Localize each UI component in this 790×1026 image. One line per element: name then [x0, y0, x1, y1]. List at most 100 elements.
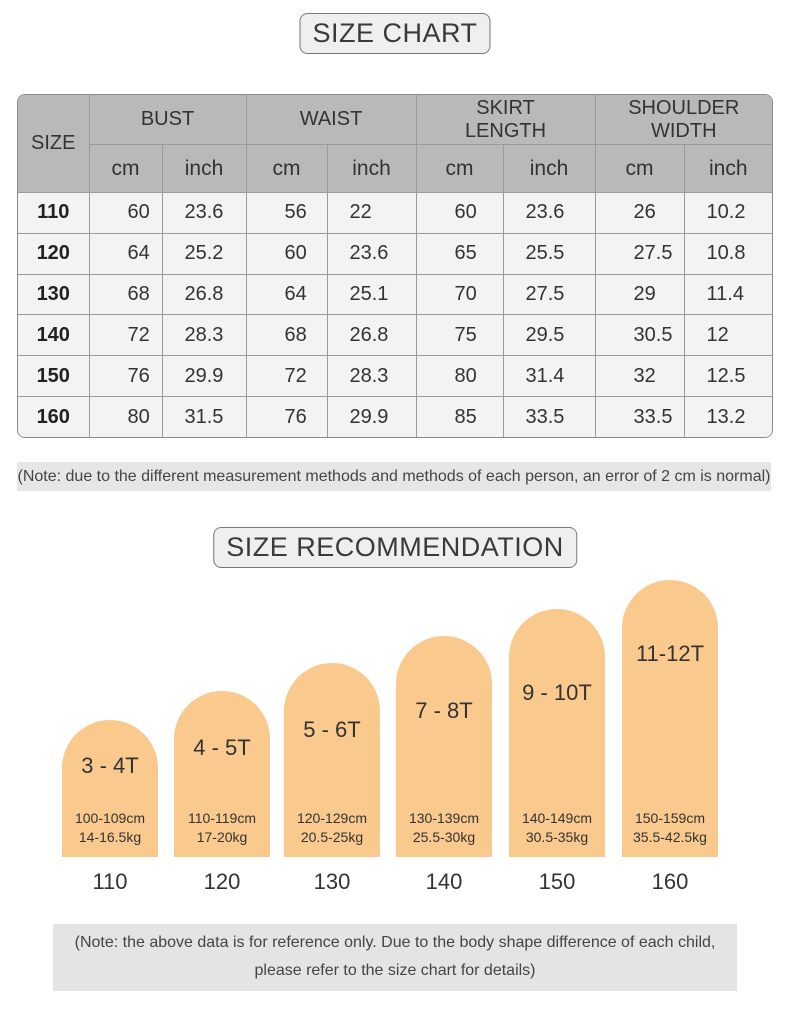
waist-cm-header: cm: [245, 144, 328, 193]
weight-range: 35.5-42.5kg: [633, 829, 707, 845]
height-range: 120-129cm: [296, 810, 368, 826]
age-range-label: 7 - 8T: [415, 698, 473, 723]
size-recommendation-item: 9 - 10T 140-149cm 30.5-35kg: [509, 609, 605, 857]
arch-shape: [174, 691, 270, 857]
bust-inch-header: inch: [161, 144, 247, 193]
size-cell: 140: [18, 314, 90, 357]
weight-range: 30.5-35kg: [525, 829, 589, 845]
table-row: 140 72 28.3 68 26.8 75 29.5 30.5 12: [18, 314, 772, 357]
arch-shape: [284, 663, 380, 857]
height-range: 100-109cm: [74, 810, 146, 826]
bust-inch-cell: 23.6: [161, 192, 247, 234]
measurement-label: 110-119cm 17-20kg: [174, 809, 270, 847]
shoulder-width-cm-cell: 27.5: [594, 232, 685, 275]
size-recommendation-item: 7 - 8T 130-139cm 25.5-30kg: [396, 636, 492, 857]
waist-inch-cell: 26.8: [326, 314, 417, 357]
waist-inch-cell: 23.6: [326, 232, 417, 275]
skirt-length-inch-cell: 29.5: [502, 314, 596, 357]
size-recommendation-title: SIZE RECOMMENDATION: [213, 527, 577, 568]
weight-range: 20.5-25kg: [300, 829, 364, 845]
waist-cm-cell: 68: [245, 314, 328, 357]
weight-range: 25.5-30kg: [412, 829, 476, 845]
bust-inch-cell: 28.3: [161, 314, 247, 357]
weight-range: 14-16.5kg: [78, 829, 142, 845]
skirt-length-header: SKIRT LENGTH: [415, 95, 596, 145]
table-row: 150 76 29.9 72 28.3 80 31.4 32 12.5: [18, 355, 772, 398]
waist-cm-cell: 76: [245, 396, 328, 437]
measurement-label: 100-109cm 14-16.5kg: [62, 809, 158, 847]
size-chart-table: SIZE BUST WAIST SKIRT LENGTH SHOULDER WI…: [17, 94, 773, 438]
age-range-label: 5 - 6T: [303, 717, 361, 742]
skirt-length-cm-cell: 85: [415, 396, 504, 437]
shoulder-width-inch-cell: 12: [683, 314, 772, 357]
shoulder-width-inch-cell: 13.2: [683, 396, 772, 437]
skirt-length-cm-cell: 80: [415, 355, 504, 398]
table-row: 160 80 31.5 76 29.9 85 33.5 33.5 13.2: [18, 396, 772, 437]
shoulder-width-cm-cell: 33.5: [594, 396, 685, 437]
shoulder-width-cm-cell: 30.5: [594, 314, 685, 357]
size-cell: 120: [18, 232, 90, 275]
arch-shape: [62, 720, 158, 857]
note-line-1: (Note: the above data is for reference o…: [74, 934, 716, 951]
bust-cm-cell: 76: [88, 355, 163, 398]
waist-cm-cell: 72: [245, 355, 328, 398]
skirt-length-inch-cell: 25.5: [502, 232, 596, 275]
shoulder-width-inch-cell: 10.2: [683, 192, 772, 234]
measurement-label: 130-139cm 25.5-30kg: [396, 809, 492, 847]
bust-cm-cell: 68: [88, 273, 163, 316]
age-range-label: 9 - 10T: [522, 680, 592, 705]
size-chart-note: (Note: due to the different measurement …: [17, 462, 771, 491]
bust-inch-cell: 29.9: [161, 355, 247, 398]
arch-shape: [396, 636, 492, 857]
waist-inch-cell: 28.3: [326, 355, 417, 398]
height-range: 110-119cm: [188, 810, 256, 826]
shoulder-width-cm-cell: 32: [594, 355, 685, 398]
height-range: 150-159cm: [634, 810, 706, 826]
age-range-label: 3 - 4T: [81, 753, 139, 778]
shoulder-width-cm-cell: 29: [594, 273, 685, 316]
waist-cm-cell: 64: [245, 273, 328, 316]
bust-cm-header: cm: [89, 144, 163, 193]
skirt-length-cm-header: cm: [415, 144, 504, 193]
size-cell: 130: [18, 273, 90, 316]
arch-shape: [509, 609, 605, 857]
skirt-length-cm-cell: 65: [415, 232, 504, 275]
bust-inch-cell: 25.2: [161, 232, 247, 275]
measurement-label: 150-159cm 35.5-42.5kg: [622, 809, 718, 847]
size-recommendation-item: 5 - 6T 120-129cm 20.5-25kg: [284, 663, 380, 857]
note-line-2: please refer to the size chart for detai…: [254, 962, 536, 979]
size-recommendation-item: 3 - 4T 100-109cm 14-16.5kg: [62, 720, 158, 857]
weight-range: 17-20kg: [196, 829, 248, 845]
waist-cm-cell: 60: [245, 232, 328, 275]
skirt-length-inch-cell: 33.5: [502, 396, 596, 437]
size-column-header: SIZE: [18, 95, 90, 193]
size-cell: 150: [18, 355, 90, 398]
size-cell: 160: [18, 396, 90, 437]
skirt-length-cm-cell: 60: [415, 192, 504, 234]
shoulder-width-cm-cell: 26: [594, 192, 685, 234]
skirt-length-inch-cell: 27.5: [502, 273, 596, 316]
size-label: 160: [651, 869, 689, 894]
arch-shape: [622, 580, 718, 857]
size-label: 120: [203, 869, 241, 894]
waist-inch-header: inch: [326, 144, 417, 193]
skirt-length-inch-cell: 23.6: [502, 192, 596, 234]
shoulder-width-inch-cell: 10.8: [683, 232, 772, 275]
size-recommendation-item: 11-12T 150-159cm 35.5-42.5kg: [622, 580, 718, 857]
shoulder-width-inch-cell: 12.5: [683, 355, 772, 398]
shoulder-width-cm-header: cm: [594, 144, 685, 193]
skirt-length-inch-header: inch: [502, 144, 596, 193]
shoulder-width-inch-header: inch: [683, 144, 772, 193]
size-label: 110: [92, 869, 128, 894]
height-range: 140-149cm: [521, 810, 593, 826]
size-label: 140: [425, 869, 463, 894]
skirt-length-cm-cell: 70: [415, 273, 504, 316]
waist-inch-cell: 22: [326, 192, 417, 234]
size-label: 150: [538, 869, 576, 894]
size-chart-title: SIZE CHART: [299, 13, 491, 54]
size-recommendation-item: 4 - 5T 110-119cm 17-20kg: [174, 691, 270, 857]
age-range-label: 4 - 5T: [193, 735, 251, 760]
table-row: 120 64 25.2 60 23.6 65 25.5 27.5 10.8: [18, 232, 772, 275]
bust-cm-cell: 72: [88, 314, 163, 357]
bust-cm-cell: 64: [88, 232, 163, 275]
